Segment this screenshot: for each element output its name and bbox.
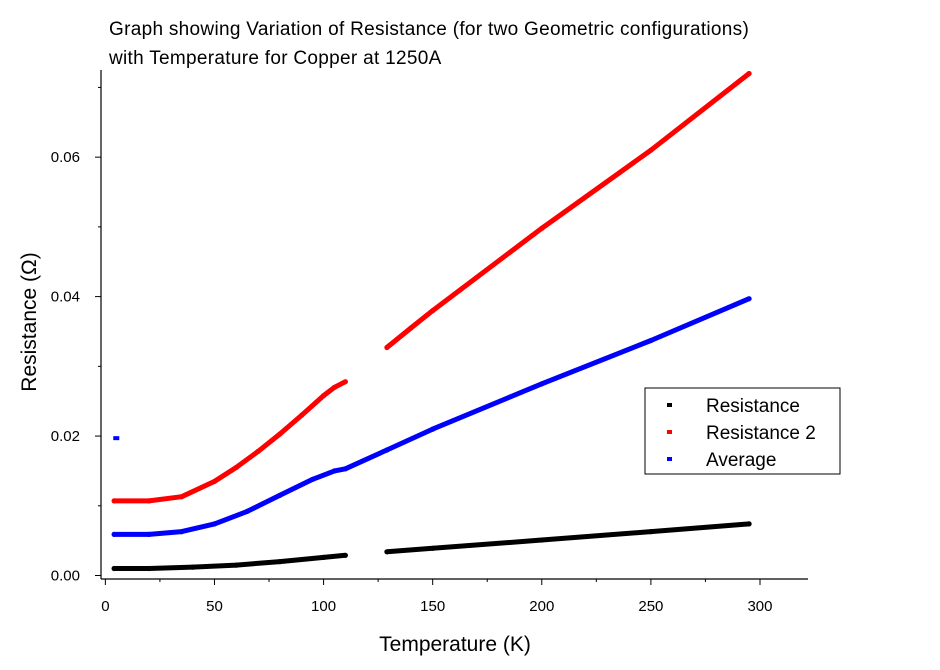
data-point [321,554,327,561]
data-point [430,426,436,432]
data-point [648,147,654,153]
y-tick-label: 0.04 [51,289,80,306]
y-tick-label: 0.06 [51,149,80,166]
data-point [331,384,338,390]
data-point [146,531,152,538]
series-resistance-2 [111,70,752,504]
data-point [299,412,305,418]
series-average [111,296,752,538]
x-ticks: 0 50 100 150 200 250 300 [101,579,773,615]
data-point [430,308,436,314]
data-point [211,521,218,527]
x-tick-label: 300 [747,598,772,615]
data-point [430,545,436,551]
chart-title-line-1: Graph showing Variation of Resistance (f… [109,19,749,40]
legend-label: Resistance 2 [706,423,816,444]
x-tick-label: 0 [101,598,109,615]
data-point [342,379,348,385]
legend-label: Average [706,450,776,471]
data-point [384,447,390,453]
data-point [111,565,117,572]
data-point [190,564,196,570]
data-point [179,529,185,535]
chart-title-line-2: with Temperature for Copper at 1250A [108,48,442,69]
data-point [408,325,414,331]
x-tick-label: 200 [529,598,554,615]
data-point [255,448,261,454]
data-point [746,70,752,77]
data-point [211,478,218,484]
series-line [385,71,751,350]
data-point [277,431,283,437]
y-tick-label: 0.00 [51,568,80,585]
data-point [539,225,545,231]
data-point [384,549,390,555]
data-point [233,464,239,470]
series-layer [111,70,752,572]
legend-box [644,387,841,475]
y-tick-label: 0.02 [51,428,80,445]
data-point [384,344,390,351]
legend-label: Resistance [706,396,800,417]
chart-title: Graph showing Variation of Resistance (f… [108,19,749,69]
series-line [386,521,750,555]
outlier-point [113,436,120,441]
series-resistance [111,521,752,572]
data-point [331,468,338,474]
legend-marker [667,403,672,407]
y-ticks: 0.00 0.02 0.04 0.06 [51,86,101,585]
x-tick-label: 100 [311,598,336,615]
legend-marker [667,457,672,461]
axes [100,70,808,580]
data-point [111,531,117,538]
data-point [310,476,316,482]
data-point [233,562,239,568]
data-point [539,381,545,387]
data-point [244,508,250,514]
x-tick-label: 150 [420,598,445,615]
x-tick-label: 50 [206,598,223,615]
data-point [111,498,117,504]
data-point [342,466,348,472]
legend: Resistance Resistance 2 Average [644,387,841,475]
legend-marker [667,430,672,434]
x-axis-label: Temperature (K) [379,633,531,656]
data-point [146,498,152,504]
data-point [539,537,545,543]
data-point [746,296,752,302]
data-point [179,494,185,500]
data-point [321,393,327,399]
data-point [648,529,654,535]
data-point [746,521,752,527]
series-line [114,296,751,537]
data-point [146,565,152,572]
data-point [277,559,283,565]
x-tick-label: 250 [638,598,663,615]
data-point [342,552,348,558]
y-axis-label: Resistance (Ω) [18,252,41,391]
data-point [277,492,283,498]
data-point [648,337,654,344]
